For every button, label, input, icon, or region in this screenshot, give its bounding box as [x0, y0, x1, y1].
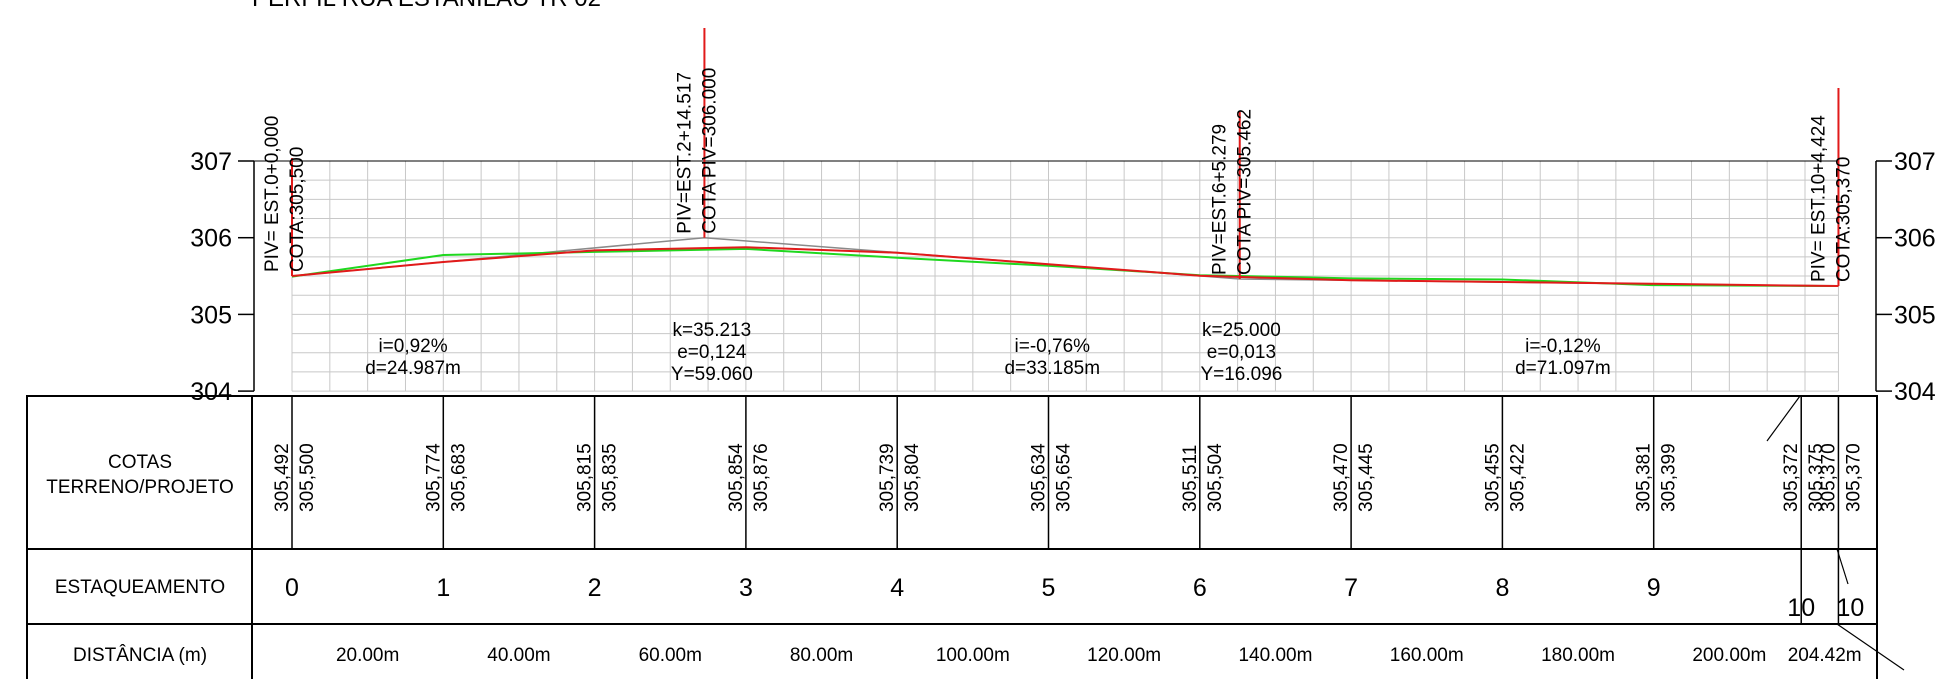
distance-label: 20.00m	[336, 645, 399, 666]
annotation-text: k=25.000	[1202, 320, 1281, 341]
annotation-text: e=0,124	[677, 342, 747, 363]
annotation-text: d=71.097m	[1515, 358, 1611, 379]
table-border	[26, 395, 1878, 679]
annotation-text: i=-0,12%	[1525, 336, 1601, 357]
piv-label: PIV= EST.10+4,424	[1808, 115, 1829, 282]
piv-label: COTA:305,370	[1833, 157, 1854, 282]
project-elevation: 305,399	[1659, 443, 1680, 512]
project-elevation: 305,504	[1205, 443, 1226, 512]
y-tick-label-right: 306	[1894, 225, 1936, 253]
annotation-text: i=-0,76%	[1015, 336, 1091, 357]
station-label: 2	[588, 574, 602, 602]
annotation-text: Y=59.060	[671, 364, 753, 385]
tangent-line	[291, 236, 1839, 287]
project-elevation: 305,445	[1356, 443, 1377, 512]
distance-label: 100.00m	[936, 645, 1010, 666]
piv-label: PIV=EST.6+5.279	[1210, 124, 1231, 275]
distance-label: 120.00m	[1087, 645, 1161, 666]
y-tick-label-right: 307	[1894, 148, 1936, 176]
curves	[291, 236, 1839, 288]
terrain-elevation: 305,854	[726, 443, 747, 512]
y-tick-label-right: 305	[1894, 301, 1936, 329]
annotation-text: d=33.185m	[1004, 358, 1100, 379]
row-label-distancia: DISTÂNCIA (m)	[73, 644, 207, 666]
y-tick-label-right: 304	[1894, 378, 1936, 406]
leader-line	[1836, 623, 1905, 671]
terrain-elevation: 305,739	[877, 443, 898, 512]
project-elevation: 305,370	[1843, 443, 1864, 512]
project-elevation: 305,422	[1507, 443, 1528, 512]
annotation-text: i=0,92%	[378, 336, 447, 357]
distance-label: 80.00m	[790, 645, 853, 666]
piv-label: COTA PIV=305.462	[1235, 109, 1256, 275]
y-tick-label-left: 305	[190, 301, 232, 329]
terrain-elevation: 305,492	[272, 443, 293, 512]
station-label: 3	[739, 574, 753, 602]
piv-label: PIV=EST.2+14.517	[674, 72, 695, 234]
y-axis: 304 304 305 305 306 306 307 307	[190, 148, 1936, 406]
distance-label: 180.00m	[1541, 645, 1615, 666]
station-label: 10	[1787, 594, 1815, 622]
distance-label: 200.00m	[1692, 645, 1766, 666]
annotation-text: d=24.987m	[365, 358, 461, 379]
terrain-elevation: 305,634	[1029, 443, 1050, 512]
station-label: 5	[1042, 574, 1056, 602]
leader-line	[1836, 548, 1849, 585]
station-label: 0	[285, 574, 299, 602]
project-elevation: 305,876	[751, 443, 772, 512]
project-line	[291, 246, 1839, 288]
station-label: 8	[1495, 574, 1509, 602]
grid	[291, 160, 1839, 392]
terrain-elevation: 305,511	[1180, 445, 1201, 512]
terrain-elevation: 305,370	[1818, 443, 1839, 512]
terrain-elevation: 305,381	[1634, 443, 1655, 512]
profile-title: PERFIL RUA ESTANILAU TR 02	[252, 0, 601, 12]
station-label: 6	[1193, 574, 1207, 602]
project-elevation: 305,654	[1054, 443, 1075, 512]
station-label: 1	[436, 574, 450, 602]
distance-label: 160.00m	[1390, 645, 1464, 666]
annotation-text: Y=16.096	[1200, 364, 1282, 385]
project-elevation: 305,804	[902, 443, 923, 512]
project-elevation: 305,375	[1806, 443, 1827, 512]
distance-label: 140.00m	[1238, 645, 1312, 666]
row-label-estaqueamento: ESTAQUEAMENTO	[55, 577, 225, 598]
station-label: 10	[1837, 594, 1865, 622]
annotation-text: k=35.213	[672, 320, 751, 341]
station-label: 9	[1647, 574, 1661, 602]
piv-label: PIV= EST.0+0,000	[262, 116, 283, 272]
row-label-terreno-projeto: TERRENO/PROJETO	[46, 477, 234, 498]
y-tick-label-left: 306	[190, 225, 232, 253]
project-elevation: 305,500	[297, 443, 318, 512]
annotation-text: e=0,013	[1207, 342, 1276, 363]
distance-label: 204.42m	[1788, 645, 1862, 666]
leader-line	[1766, 395, 1801, 442]
terrain-elevation: 305,372	[1781, 443, 1802, 512]
y-tick-label-left: 307	[190, 148, 232, 176]
piv-markers: PIV= EST.0+0,000 COTA:305,500 PIV=EST.2+14…	[262, 28, 1854, 287]
distance-label: 40.00m	[487, 645, 550, 666]
station-label: 4	[890, 574, 904, 602]
terrain-elevation: 305,815	[575, 443, 596, 512]
project-elevation: 305,683	[448, 443, 469, 512]
station-label: 7	[1344, 574, 1358, 602]
distance-label: 60.00m	[639, 645, 702, 666]
row-label-cotas: COTAS	[108, 452, 172, 473]
terrain-elevation: 305,455	[1482, 443, 1503, 512]
terrain-elevation: 305,774	[423, 443, 444, 512]
terrain-elevation: 305,470	[1331, 443, 1352, 512]
y-tick-label-left: 304	[190, 378, 232, 406]
project-elevation: 305,835	[600, 443, 621, 512]
piv-label: COTA PIV=306.000	[699, 68, 720, 234]
piv-label: COTA:305,500	[287, 147, 308, 272]
data-table: COTAS TERRENO/PROJETO ESTAQUEAMENTO DIST…	[26, 395, 1905, 679]
